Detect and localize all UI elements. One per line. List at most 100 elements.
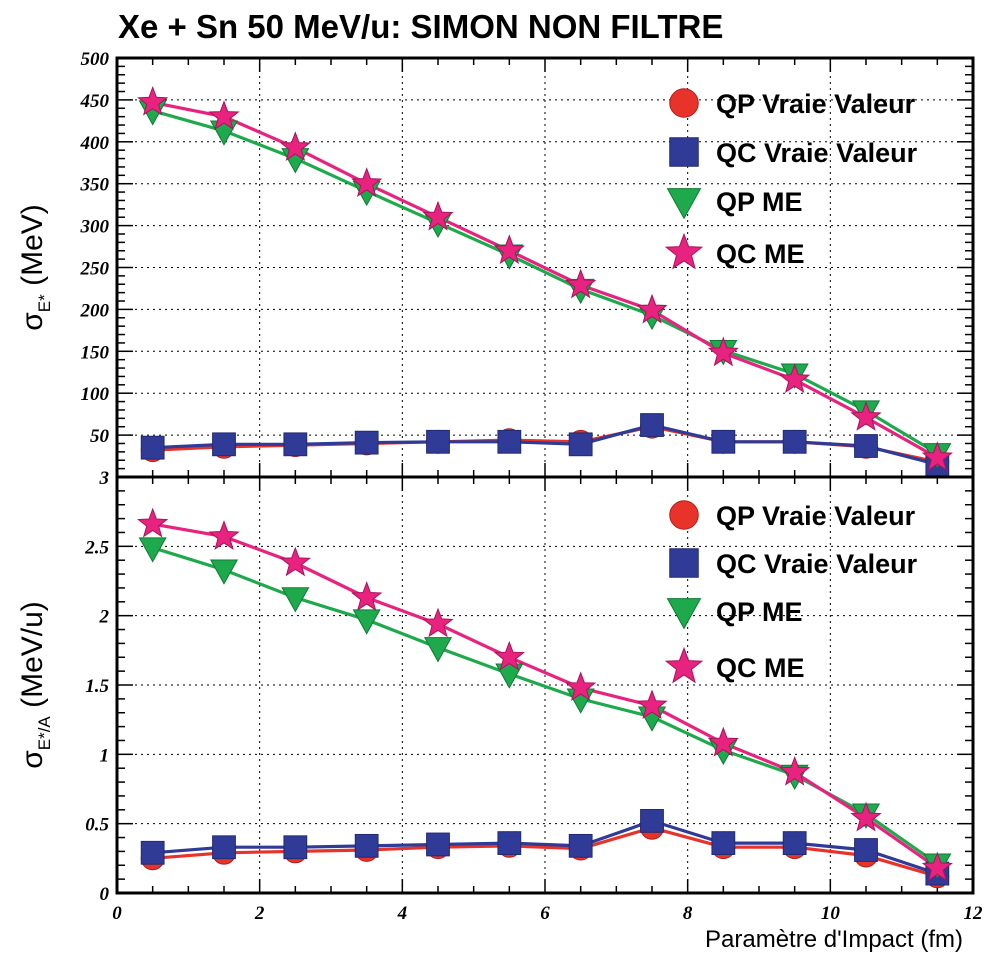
- data-point-qc_me: [493, 234, 525, 265]
- legend-entry-qp_me: QP ME: [666, 187, 803, 220]
- data-point-qc_vv: [212, 432, 236, 457]
- data-point-qc_me: [636, 689, 668, 720]
- legend-label: QP ME: [716, 187, 803, 217]
- legend-marker-qc_vv: [669, 137, 699, 167]
- series-line-qp_vv: [152, 826, 938, 878]
- data-point-qc_vv: [568, 432, 593, 457]
- y-tick-label: 1: [100, 745, 110, 766]
- legend-marker-qc_vv: [669, 548, 699, 578]
- series-line-qp_me: [152, 109, 939, 455]
- legend-entry-qp_vv: QP Vraie Valeur: [669, 500, 916, 531]
- data-point-qc_me: [565, 671, 597, 702]
- data-point-qc_vv: [140, 840, 165, 865]
- data-point-qc_vv: [140, 435, 165, 460]
- data-point-qc_me: [779, 363, 811, 394]
- data-point-qc_me: [850, 401, 882, 431]
- data-point-qc_me: [707, 336, 739, 367]
- legend-label: QP Vraie Valeur: [716, 89, 916, 119]
- data-point-qc_me: [279, 546, 311, 577]
- data-point-qc_vv: [354, 833, 379, 858]
- y-tick-label: 2.5: [84, 537, 109, 558]
- data-point-qp_me: [423, 637, 453, 663]
- data-point-qp_me: [281, 587, 310, 613]
- legend-marker-qp_me: [666, 598, 702, 630]
- y-tick-label: 0: [100, 884, 110, 905]
- data-point-qc_vv: [711, 429, 736, 454]
- legend-entry-qc_vv: QC Vraie Valeur: [669, 548, 918, 579]
- y-tick-label: 400: [80, 133, 110, 154]
- legend-label: QP ME: [716, 597, 803, 627]
- data-point-qc_me: [636, 293, 668, 324]
- data-point-qp_me: [138, 537, 167, 563]
- panel-2: 3 2.5 2 1.5 1 0.5 00 2 4 6 8 10 12 σE*/A (MeV/u) QP Vr…: [16, 468, 983, 924]
- data-point-qc_vv: [283, 835, 308, 860]
- legend-label: QP Vraie Valeur: [716, 501, 916, 531]
- data-point-qc_me: [565, 268, 597, 299]
- data-point-qc_me: [137, 507, 169, 538]
- data-point-qc_vv: [283, 432, 308, 457]
- y-tick-label: 50: [90, 426, 110, 447]
- legend-label: QC Vraie Valeur: [716, 138, 918, 168]
- y-tick-label: 2: [99, 607, 110, 628]
- x-tick-label: 0: [112, 903, 122, 924]
- legend-label: QC Vraie Valeur: [716, 549, 918, 579]
- legend-entry-qc_vv: QC Vraie Valeur: [669, 137, 918, 168]
- x-tick-label: 12: [964, 903, 984, 924]
- legend-entry-qc_me: QC ME: [664, 646, 805, 684]
- data-point-qc_vv: [426, 429, 450, 454]
- data-point-qc_me: [279, 131, 311, 161]
- data-point-qc_vv: [568, 833, 593, 858]
- data-point-qc_vv: [711, 831, 736, 855]
- data-point-qc_vv: [497, 831, 522, 855]
- data-point-qc_me: [422, 200, 454, 231]
- data-point-qc_vv: [497, 429, 522, 454]
- data-point-qc_me: [351, 167, 383, 197]
- y-axis-label: σE* (MeV): [16, 204, 54, 330]
- data-point-qc_vv: [782, 831, 807, 855]
- data-point-qc_vv: [426, 832, 450, 857]
- data-point-qc_me: [422, 607, 454, 638]
- x-axis-label: Paramètre d'Impact (fm): [705, 926, 963, 953]
- y-tick-label: 1.5: [85, 676, 109, 697]
- legend-marker-qc_me: [664, 232, 704, 270]
- data-point-qc_vv: [640, 413, 664, 437]
- data-point-qc_me: [707, 726, 739, 757]
- x-tick-label: 8: [683, 903, 693, 924]
- y-tick-label: 350: [80, 175, 110, 196]
- legend-label: QC ME: [716, 653, 805, 683]
- y-tick-label: 3: [99, 468, 110, 489]
- data-point-qc_vv: [854, 838, 878, 862]
- data-point-qc_me: [779, 755, 811, 786]
- y-tick-label: 300: [80, 217, 110, 238]
- series-line-qc_vv: [152, 423, 938, 466]
- data-point-qc_me: [137, 85, 169, 116]
- data-point-qc_me: [850, 801, 882, 832]
- data-point-qc_vv: [854, 434, 878, 458]
- series-line-qc_vv: [152, 819, 938, 876]
- data-point-qp_me: [209, 559, 239, 585]
- y-tick-label: 500: [81, 49, 110, 70]
- legend-marker-qp_vv: [669, 88, 699, 118]
- data-point-qc_vv: [782, 429, 807, 454]
- x-tick-label: 10: [821, 903, 841, 924]
- data-point-qc_me: [921, 851, 953, 882]
- legend-label: QC ME: [716, 239, 805, 269]
- legend-entry-qc_me: QC ME: [664, 232, 805, 270]
- data-point-qc_me: [208, 100, 240, 130]
- y-tick-label: 450: [80, 91, 110, 112]
- data-point-qc_me: [208, 520, 240, 550]
- legend-marker-qp_vv: [669, 500, 699, 530]
- data-point-qc_vv: [354, 430, 379, 455]
- legend-marker-qc_me: [664, 646, 704, 684]
- y-axis-label: σE*/A (MeV/u): [16, 601, 54, 769]
- y-tick-label: 150: [81, 342, 110, 363]
- legend-entry-qp_me: QP ME: [666, 597, 803, 630]
- data-point-qc_vv: [212, 835, 236, 860]
- data-point-qc_me: [351, 581, 383, 611]
- y-tick-label: 250: [80, 259, 110, 280]
- chart-title: Xe + Sn 50 MeV/u: SIMON NON FILTRE: [118, 8, 723, 45]
- data-point-qc_me: [921, 441, 953, 472]
- plot-frame: [115, 475, 975, 895]
